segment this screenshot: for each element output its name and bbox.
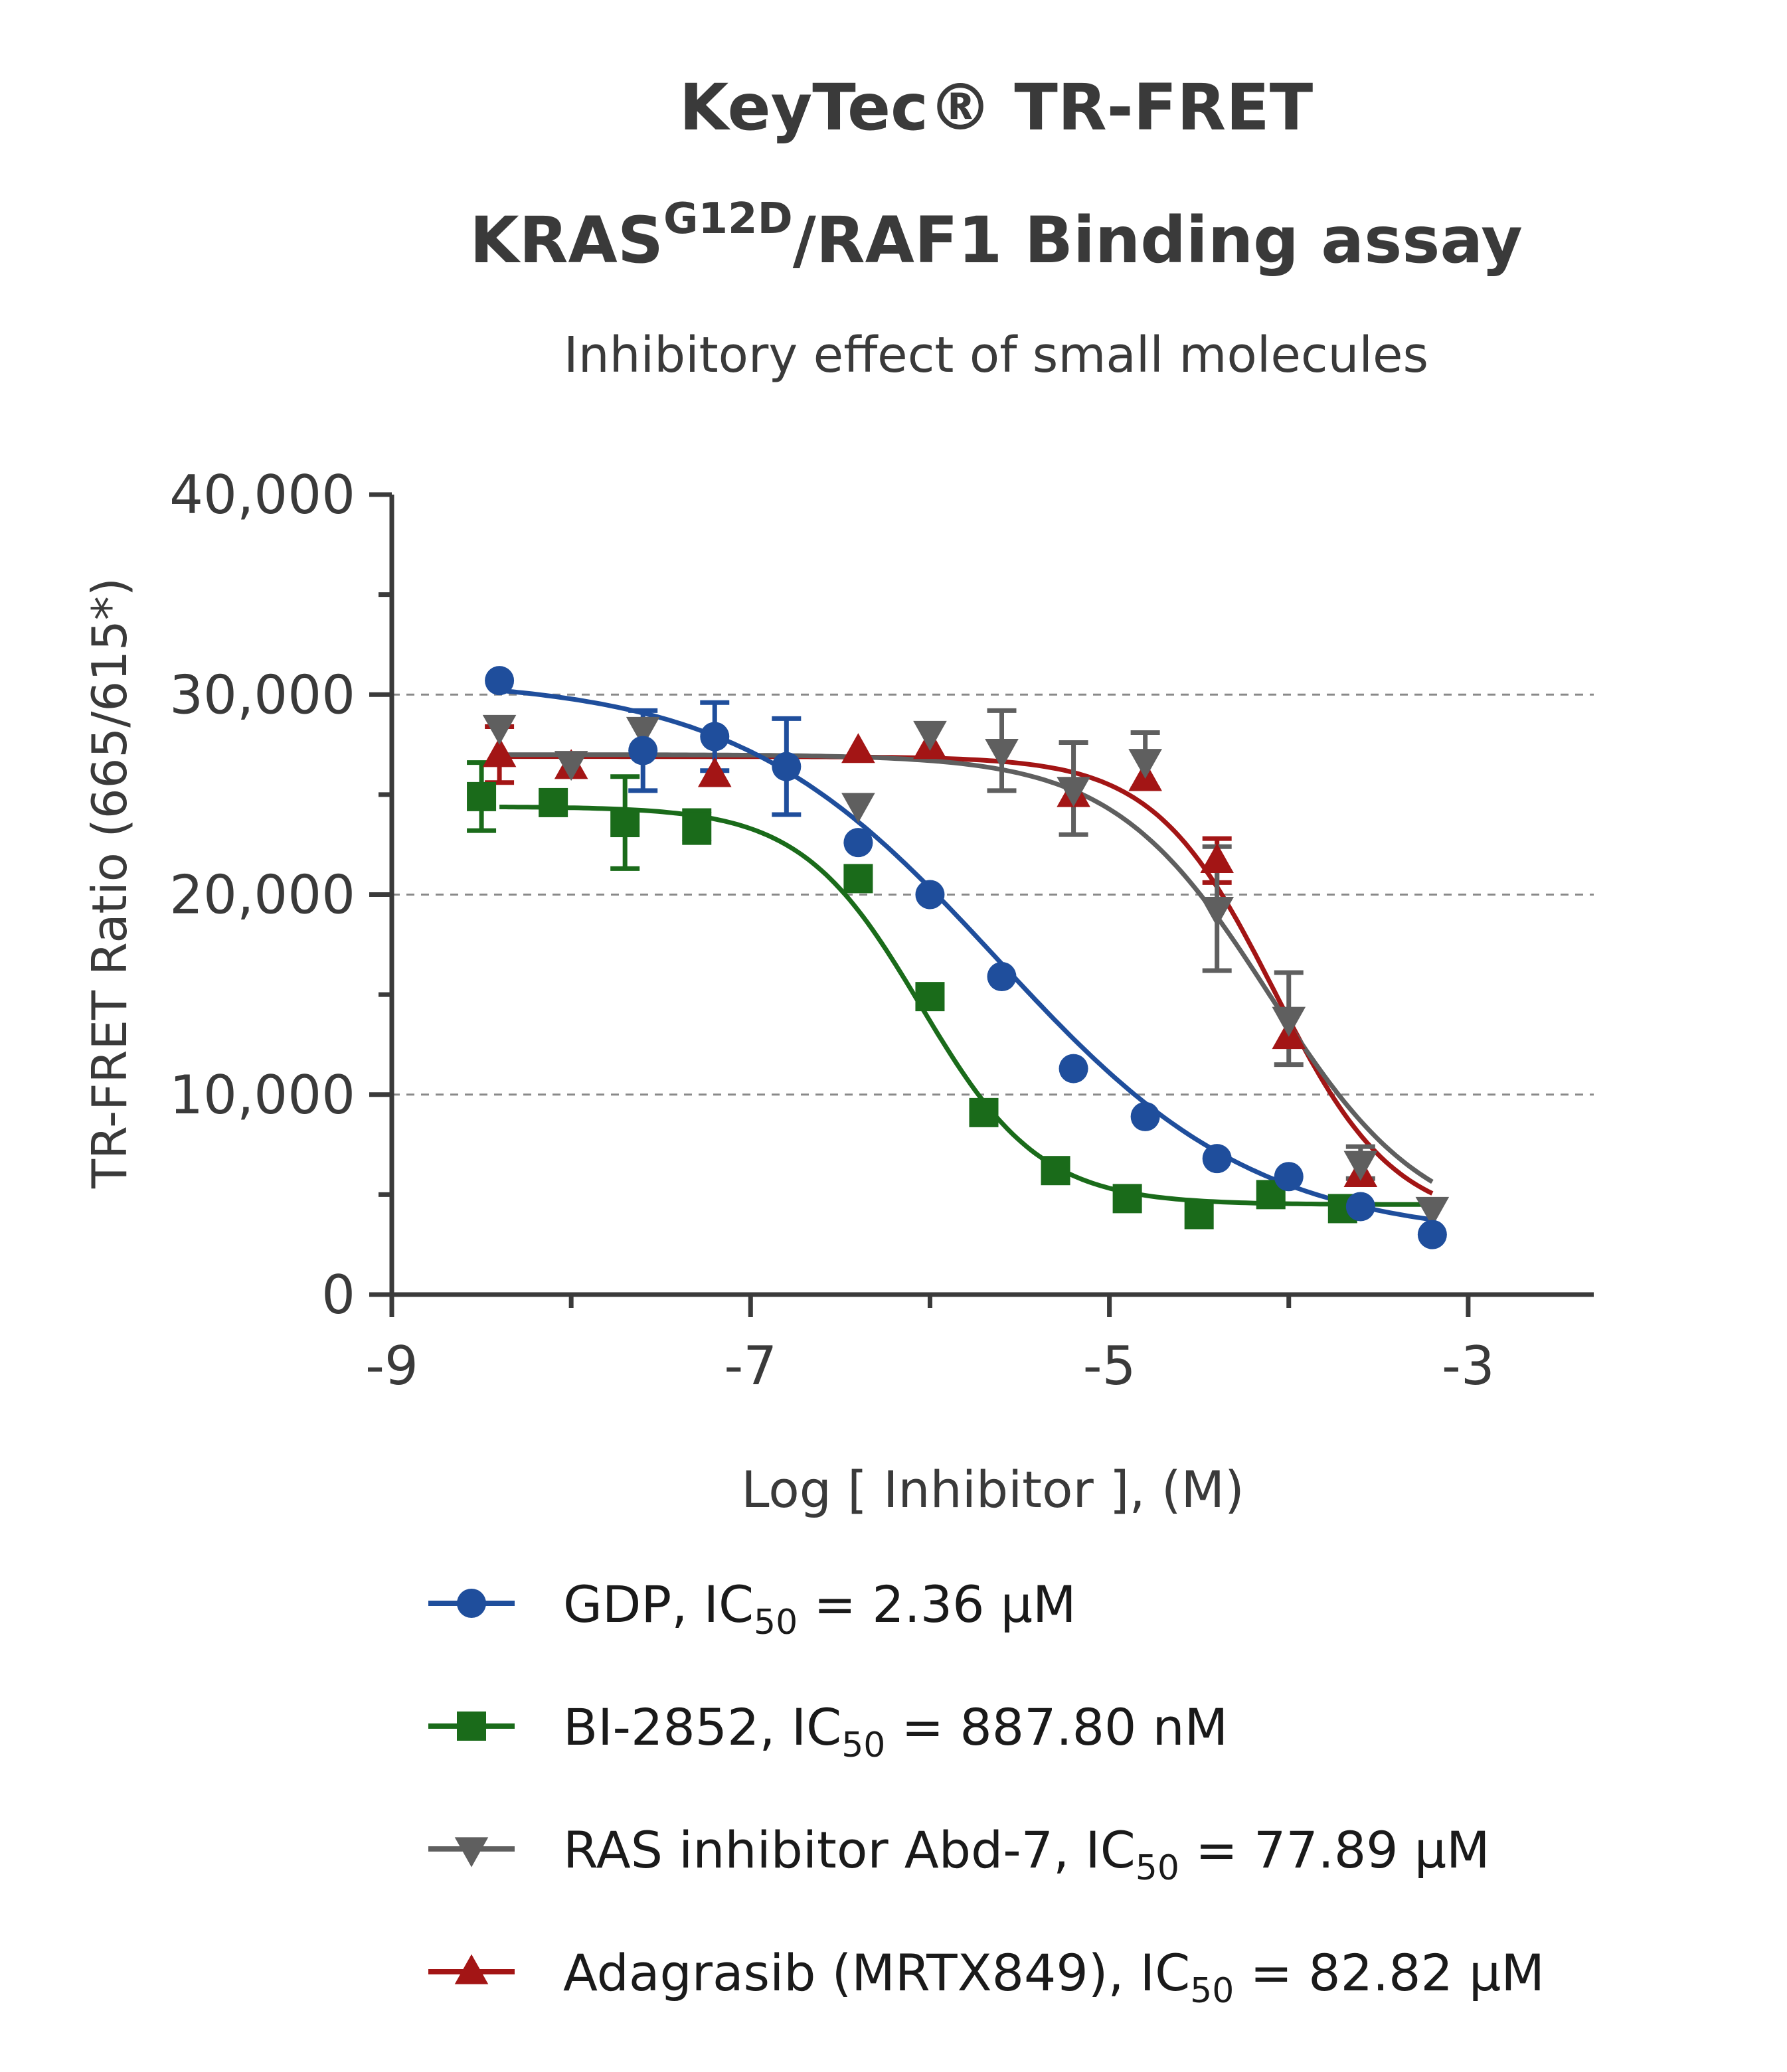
y-axis-title: TR-FRET Ratio (665/615*) (82, 578, 137, 1189)
legend-ic-prefix: IC (1085, 1820, 1135, 1879)
data-point (700, 722, 730, 752)
data-point (482, 714, 517, 745)
legend-entry: Adagrasib (MRTX849), IC50 = 82.82 μM (563, 1943, 1545, 2011)
data-point (1202, 1144, 1232, 1174)
data-point (697, 757, 732, 787)
grid-lines (392, 693, 1594, 1096)
data-point (485, 666, 515, 696)
data-points (467, 666, 1450, 1249)
legend-ic-prefix: IC (1140, 1943, 1190, 2002)
x-tick-label: -9 (365, 1335, 418, 1397)
data-point (610, 808, 640, 838)
data-point (1417, 1220, 1447, 1249)
data-point (915, 880, 945, 910)
x-tick-label: -5 (1083, 1335, 1136, 1397)
fit-curve (499, 688, 1433, 1222)
x-tick-label: -3 (1442, 1335, 1495, 1397)
title-superscript: G12D (663, 195, 793, 244)
legend-marker (457, 1589, 486, 1618)
data-point (1059, 1054, 1088, 1083)
fit-curves (499, 688, 1434, 1222)
title-kras: KRAS (469, 203, 663, 278)
data-point (841, 793, 875, 823)
data-point (628, 736, 658, 765)
data-point (626, 716, 660, 747)
data-point (913, 720, 947, 751)
error-bars (467, 700, 1375, 1181)
y-tick-label: 20,000 (169, 864, 355, 926)
axes: 0 10,000 20,000 30,000 40,000 -9 -7 -5 -3 (169, 464, 1594, 1397)
data-point (1184, 1200, 1214, 1230)
data-point (772, 752, 802, 781)
data-point (843, 828, 873, 858)
legend-ic-value: = 82.82 μM (1234, 1943, 1545, 2002)
y-tick-label: 0 (321, 1264, 355, 1326)
data-point (969, 1097, 999, 1127)
legend-ic-subscript: 50 (841, 1725, 885, 1765)
legend-series-name: BI-2852, (563, 1698, 792, 1757)
legend-entry: RAS inhibitor Abd-7, IC50 = 77.89 μM (563, 1820, 1490, 1888)
data-point (1200, 896, 1234, 927)
x-axis-title: Log [ Inhibitor ], (M) (741, 1460, 1244, 1519)
legend-ic-prefix: IC (792, 1698, 841, 1757)
data-point (1200, 842, 1234, 873)
data-point (1345, 1192, 1375, 1222)
data-point (1057, 777, 1090, 807)
data-point (915, 982, 945, 1012)
data-point (985, 739, 1019, 769)
data-point (841, 733, 875, 763)
chart-title-line1: KeyTec® TR-FRET (679, 70, 1313, 145)
legend-entry: BI-2852, IC50 = 887.80 nM (563, 1698, 1228, 1765)
data-point (1041, 1156, 1070, 1186)
chart-subtitle: Inhibitory effect of small molecules (564, 327, 1428, 384)
legend-ic-subscript: 50 (1190, 1971, 1234, 2011)
chart-title-line2: KRASG12D/RAF1 Binding assay (469, 195, 1523, 278)
legend-entry: GDP, IC50 = 2.36 μM (563, 1575, 1076, 1642)
data-point (682, 812, 712, 842)
data-point (1112, 1184, 1142, 1214)
legend-ic-subscript: 50 (754, 1603, 798, 1642)
legend-series-name: Adagrasib (MRTX849), (563, 1943, 1140, 2002)
y-tick-label: 40,000 (169, 464, 355, 526)
legend-marker (454, 1837, 489, 1868)
legend-ic-prefix: IC (704, 1575, 754, 1634)
data-point (1128, 749, 1162, 779)
data-point (843, 864, 873, 894)
legend-marker (454, 1954, 489, 1984)
legend-ic-value: = 2.36 μM (798, 1575, 1076, 1634)
x-tick-label: -7 (724, 1335, 777, 1397)
data-point (1272, 1006, 1306, 1037)
legend-ic-subscript: 50 (1136, 1848, 1179, 1888)
title-rest: /RAF1 Binding assay (793, 203, 1523, 278)
data-point (467, 781, 497, 811)
data-point (1343, 1151, 1378, 1181)
data-point (1415, 1196, 1450, 1227)
y-tick-label: 10,000 (169, 1064, 355, 1126)
data-point (554, 751, 588, 781)
legend-ic-value: = 77.89 μM (1179, 1820, 1490, 1879)
legend-ic-value: = 887.80 nM (885, 1698, 1228, 1757)
data-point (482, 737, 517, 767)
data-point (1274, 1162, 1304, 1192)
legend-series-name: RAS inhibitor Abd-7, (563, 1820, 1085, 1879)
legend-series-name: GDP, (563, 1575, 704, 1634)
legend-marker (457, 1712, 486, 1741)
data-point (539, 787, 568, 817)
data-point (1130, 1101, 1160, 1131)
y-tick-label: 30,000 (169, 664, 355, 726)
data-point (987, 962, 1017, 992)
